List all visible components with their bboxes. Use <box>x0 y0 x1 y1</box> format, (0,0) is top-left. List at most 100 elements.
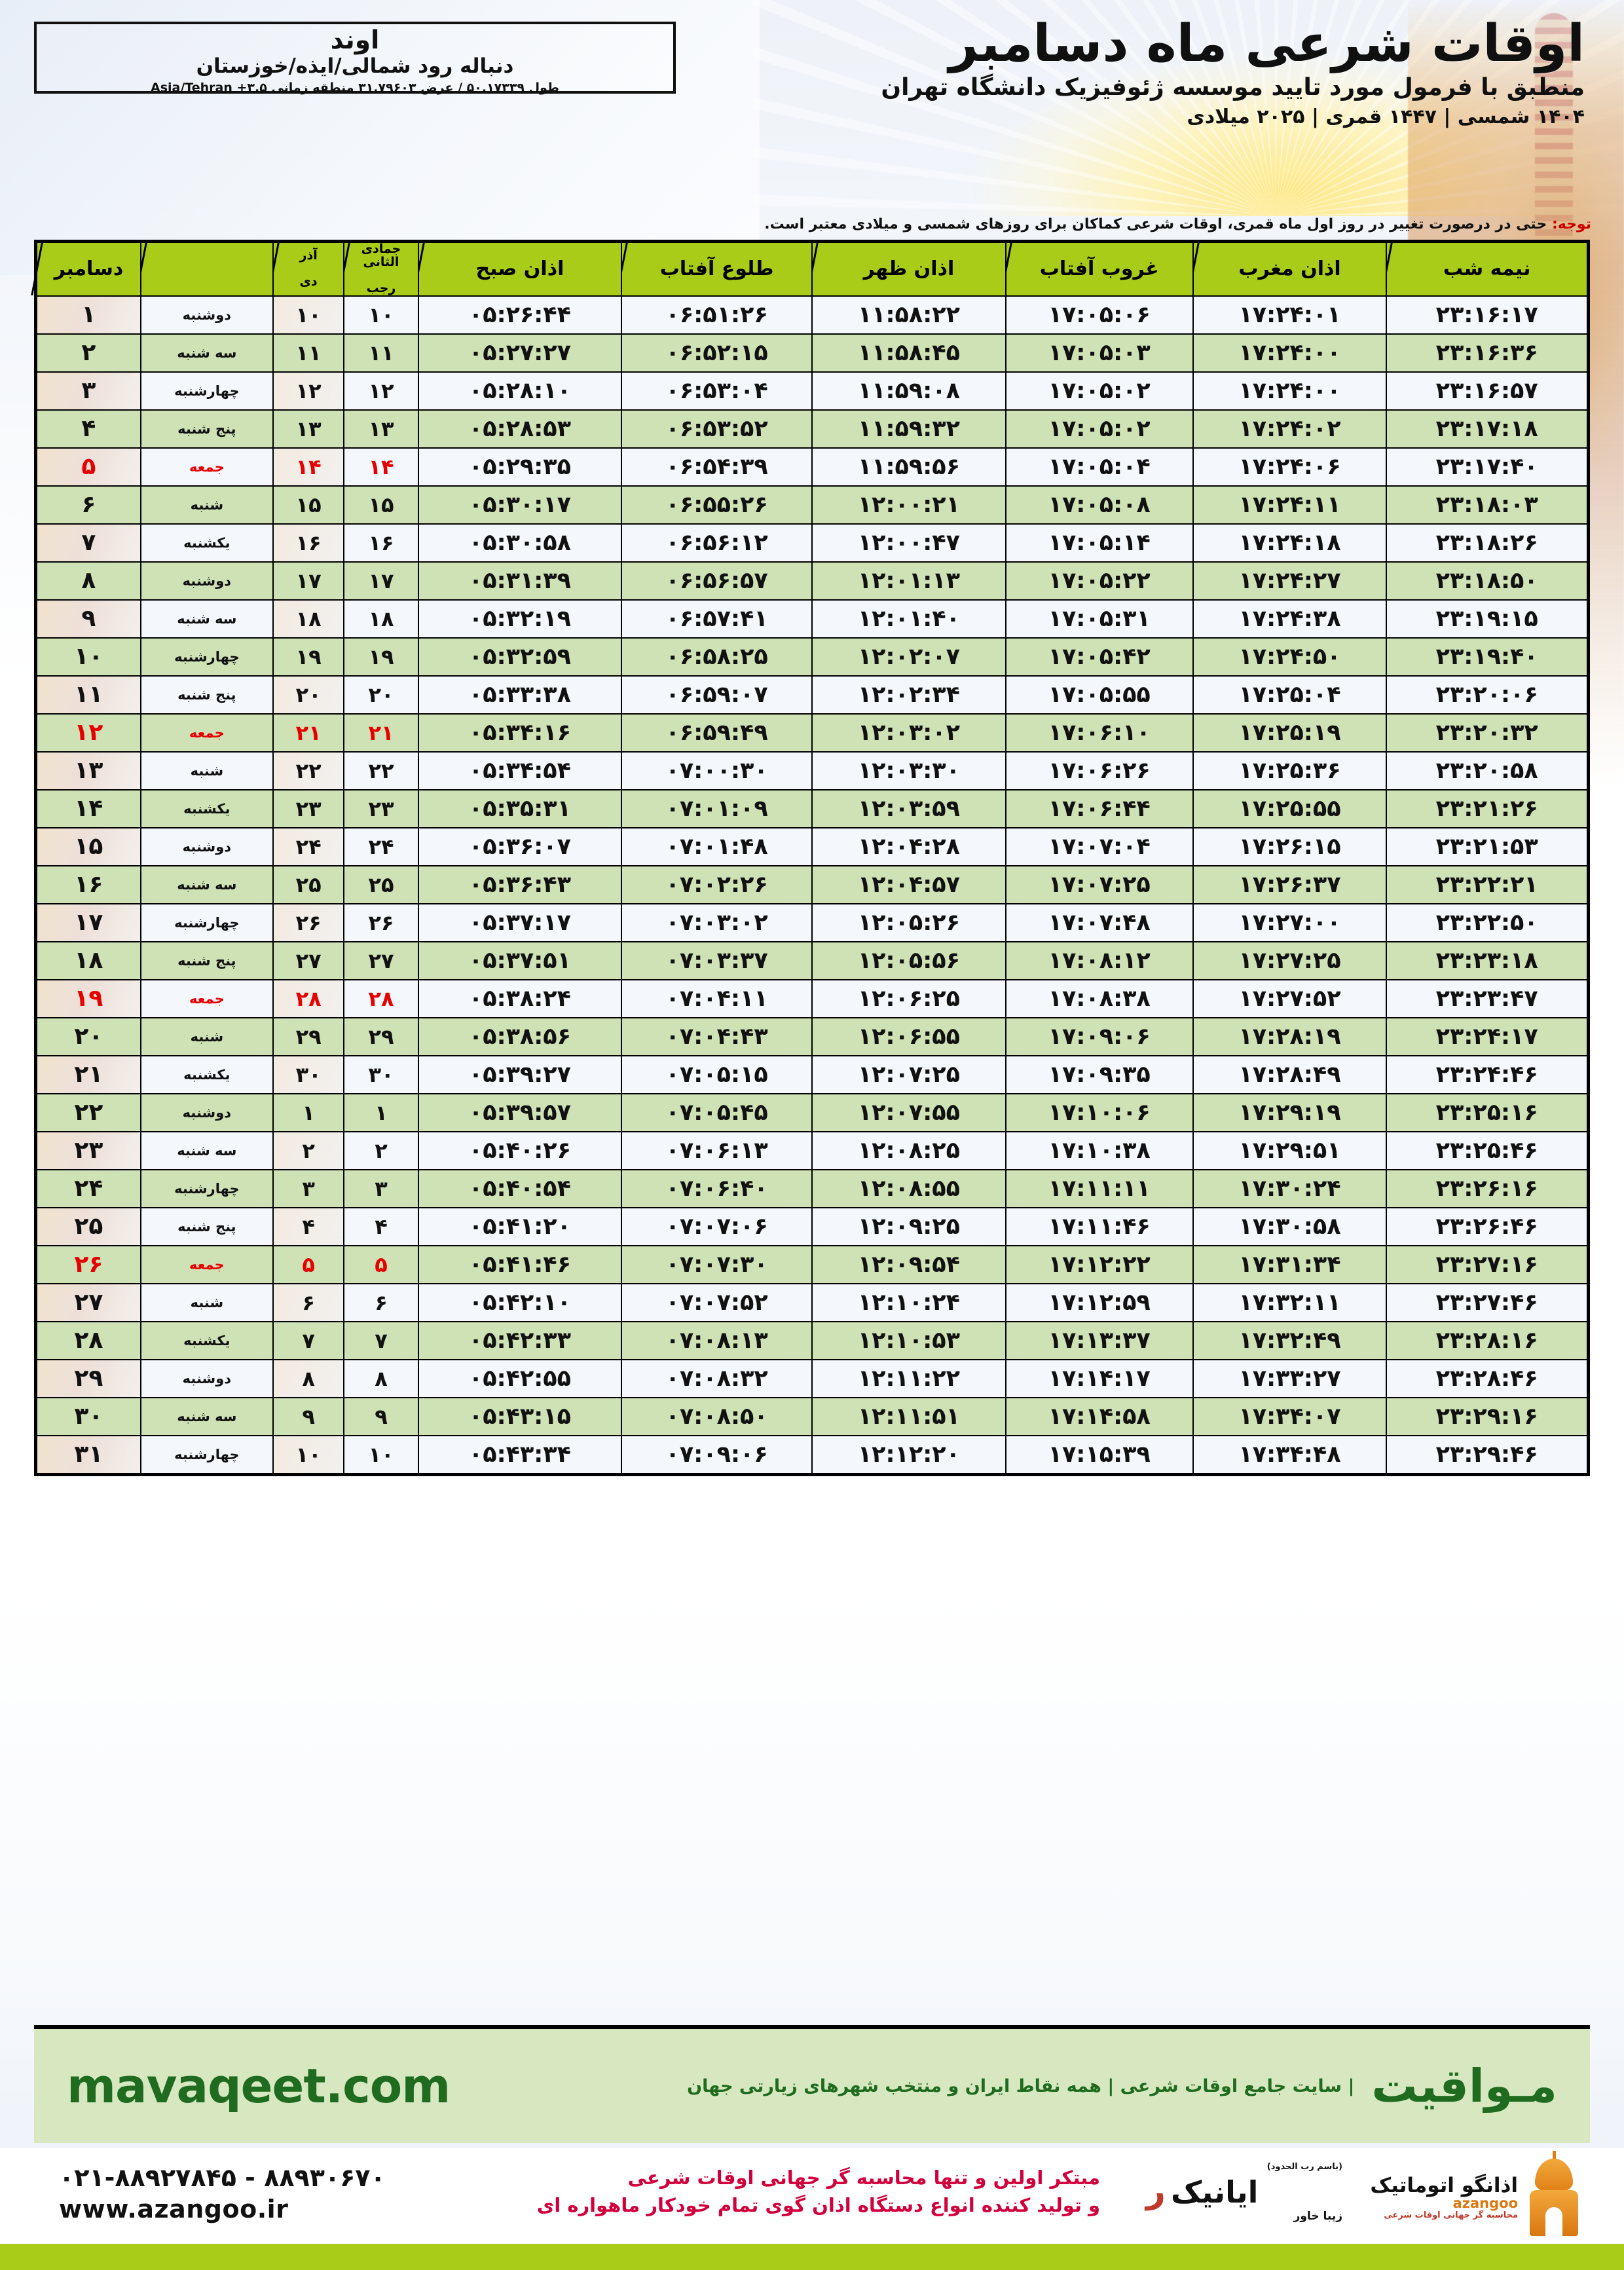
cell-hijri-day: ۲۳ <box>343 789 418 828</box>
cell-sunset: ۱۷:۰۸:۳۸ <box>1005 978 1193 1018</box>
cell-dhuhr: ۱۲:۰۱:۴۰ <box>811 599 1006 638</box>
cell-weekday: یکشنبه <box>139 789 273 828</box>
cell-hijri-day: ۱۹ <box>343 637 418 676</box>
header-title-block: اوقات شرعی ماه دسامبر منطبق با فرمول مور… <box>668 17 1585 129</box>
cell-midnight: ۲۳:۲۱:۲۶ <box>1386 789 1587 828</box>
cell-sunset: ۱۷:۰۷:۲۵ <box>1005 865 1193 904</box>
cell-sunset: ۱۷:۰۶:۱۰ <box>1005 713 1193 752</box>
cell-maghrib: ۱۷:۲۴:۰۱ <box>1192 295 1387 334</box>
cell-weekday: چهارشنبه <box>139 902 273 942</box>
prayer-times-table: نیمه شب اذان مغرب غروب آفتاب اذان ظهر طل… <box>31 242 1587 1474</box>
cell-gregorian-day: ۲۰ <box>37 1016 141 1056</box>
cell-sunset: ۱۷:۰۷:۰۴ <box>1005 827 1193 866</box>
cell-midnight: ۲۳:۲۲:۲۱ <box>1386 865 1587 904</box>
cell-fajr: ۰۵:۲۸:۵۳ <box>417 409 622 448</box>
cell-dhuhr: ۱۲:۰۷:۲۵ <box>811 1054 1006 1094</box>
cell-gregorian-day: ۱۶ <box>37 865 141 904</box>
cell-solar-day: ۹ <box>272 1396 344 1436</box>
cell-solar-day: ۶ <box>272 1282 344 1322</box>
cell-hijri-day: ۱۱ <box>343 333 418 372</box>
cell-maghrib: ۱۷:۲۴:۳۸ <box>1192 599 1387 638</box>
cell-gregorian-day: ۲۹ <box>37 1358 141 1398</box>
cell-fajr: ۰۵:۳۶:۰۷ <box>417 827 622 866</box>
cell-solar-day: ۲۴ <box>272 827 344 866</box>
cell-sunrise: ۰۶:۵۲:۱۵ <box>621 333 813 372</box>
cell-fajr: ۰۵:۳۹:۲۷ <box>417 1054 622 1094</box>
azangoo-subtitle: محاسبه گر جهانی اوقات شرعی <box>1384 2210 1518 2221</box>
cell-weekday: دوشنبه <box>139 1358 273 1398</box>
cell-midnight: ۲۳:۱۶:۵۷ <box>1386 371 1587 410</box>
cell-solar-day: ۱۴ <box>272 447 344 486</box>
cell-fajr: ۰۵:۴۰:۲۶ <box>417 1130 622 1170</box>
cell-sunset: ۱۷:۱۱:۱۱ <box>1005 1168 1193 1208</box>
table-row: ۲۳:۲۳:۴۷ ۱۷:۲۷:۵۲ ۱۷:۰۸:۳۸ ۱۲:۰۶:۲۵ ۰۷:۰۴:۱۱… <box>37 978 1587 1018</box>
cell-dhuhr: ۱۲:۰۹:۵۴ <box>811 1244 1006 1284</box>
cell-fajr: ۰۵:۳۰:۵۸ <box>417 523 622 562</box>
cell-sunset: ۱۷:۰۵:۰۴ <box>1005 447 1193 486</box>
cell-sunset: ۱۷:۰۵:۲۲ <box>1005 561 1193 600</box>
cell-weekday: شنبه <box>139 1282 273 1322</box>
cell-sunrise: ۰۶:۵۵:۲۶ <box>621 485 813 524</box>
column-header-dhuhr: اذان ظهر <box>806 243 1006 296</box>
promo-url[interactable]: mavaqeet.com <box>67 2058 451 2113</box>
cell-solar-day: ۷ <box>272 1320 344 1360</box>
cell-sunrise: ۰۷:۰۲:۲۶ <box>621 865 813 904</box>
cell-gregorian-day: ۲۲ <box>37 1092 141 1132</box>
table-row: ۲۳:۲۰:۵۸ ۱۷:۲۵:۳۶ ۱۷:۰۶:۲۶ ۱۲:۰۳:۳۰ ۰۷:۰۰:۳۰… <box>37 751 1587 790</box>
cell-fajr: ۰۵:۳۵:۳۱ <box>417 789 622 828</box>
calendar-dates: ۱۴۰۴ شمسی | ۱۴۴۷ قمری | ۲۰۲۵ میلادی <box>1187 105 1585 129</box>
column-header-solar: آذر دی <box>267 243 344 296</box>
cell-solar-day: ۲۶ <box>272 902 344 942</box>
cell-hijri-day: ۲۸ <box>343 978 418 1018</box>
cell-sunset: ۱۷:۰۸:۱۲ <box>1005 940 1193 980</box>
cell-dhuhr: ۱۲:۰۲:۰۷ <box>811 637 1006 676</box>
cell-weekday: جمعه <box>139 713 273 752</box>
cell-sunset: ۱۷:۰۵:۰۲ <box>1005 409 1193 448</box>
cell-midnight: ۲۳:۱۸:۵۰ <box>1386 561 1587 600</box>
rayaneek-logo[interactable]: (باسم رب الحدود) ایانیک ر زیبا خاور <box>1146 2162 1342 2235</box>
prayer-times-table-wrapper: نیمه شب اذان مغرب غروب آفتاب اذان ظهر طل… <box>31 240 1590 1476</box>
cell-solar-day: ۲۰ <box>272 675 344 714</box>
cell-sunset: ۱۷:۰۵:۰۶ <box>1005 295 1193 334</box>
table-row: ۲۳:۲۷:۱۶ ۱۷:۳۱:۳۴ ۱۷:۱۲:۲۲ ۱۲:۰۹:۵۴ ۰۷:۰۷:۳۰… <box>37 1244 1587 1284</box>
cell-maghrib: ۱۷:۳۰:۵۸ <box>1192 1206 1387 1246</box>
azangoo-logo[interactable]: اذانگو اتوماتیک azangoo محاسبه گر جهانی … <box>1362 2151 1585 2239</box>
cell-midnight: ۲۳:۲۷:۱۶ <box>1386 1244 1587 1284</box>
table-body: ۲۳:۱۶:۱۷ ۱۷:۲۴:۰۱ ۱۷:۰۵:۰۶ ۱۱:۵۸:۲۲ ۰۶:۵۱:۲۶… <box>37 295 1587 1474</box>
cell-hijri-day: ۱ <box>343 1092 418 1132</box>
cell-fajr: ۰۵:۲۷:۲۷ <box>417 333 622 372</box>
cell-hijri-day: ۳ <box>343 1168 418 1208</box>
cell-dhuhr: ۱۲:۰۸:۵۵ <box>811 1168 1006 1208</box>
footer-website[interactable]: www.azangoo.ir <box>59 2194 289 2223</box>
cell-sunset: ۱۷:۰۹:۰۶ <box>1005 1016 1193 1056</box>
cell-hijri-day: ۱۰ <box>343 1434 418 1473</box>
cell-maghrib: ۱۷:۲۵:۰۴ <box>1192 675 1387 714</box>
cell-sunrise: ۰۷:۰۵:۱۵ <box>621 1054 813 1094</box>
table-row: ۲۳:۲۱:۵۳ ۱۷:۲۶:۱۵ ۱۷:۰۷:۰۴ ۱۲:۰۴:۲۸ ۰۷:۰۱:۴۸… <box>37 827 1587 866</box>
location-coordinates: طول ۵۰.۱۷۳۳۹ / عرض ۳۱.۷۹۶۰۳ منطقه زمانی … <box>151 80 559 95</box>
cell-fajr: ۰۵:۳۴:۱۶ <box>417 713 622 752</box>
cell-midnight: ۲۳:۲۱:۵۳ <box>1386 827 1587 866</box>
cell-hijri-day: ۱۷ <box>343 561 418 600</box>
cell-solar-day: ۳ <box>272 1168 344 1208</box>
cell-dhuhr: ۱۲:۰۴:۲۸ <box>811 827 1006 866</box>
cell-fajr: ۰۵:۴۳:۳۴ <box>417 1434 622 1473</box>
cell-midnight: ۲۳:۲۵:۱۶ <box>1386 1092 1587 1132</box>
footer-contact: ۰۲۱-۸۸۹۲۷۸۴۵ - ۸۸۹۳۰۶۷۰ www.azangoo.ir <box>59 2163 478 2225</box>
cell-sunrise: ۰۶:۵۶:۵۷ <box>621 561 813 600</box>
cell-gregorian-day: ۲۵ <box>37 1206 141 1246</box>
cell-midnight: ۲۳:۱۷:۱۸ <box>1386 409 1587 448</box>
table-row: ۲۳:۱۸:۰۳ ۱۷:۲۴:۱۱ ۱۷:۰۵:۰۸ ۱۲:۰۰:۲۱ ۰۶:۵۵:۲۶… <box>37 485 1587 524</box>
table-row: ۲۳:۱۷:۴۰ ۱۷:۲۴:۰۶ ۱۷:۰۵:۰۴ ۱۱:۵۹:۵۶ ۰۶:۵۴:۳۹… <box>37 447 1587 486</box>
footer-slogan-line1: مبتکر اولین و تنها محاسبه گر جهانی اوقات… <box>627 2167 1100 2189</box>
cell-solar-day: ۲۲ <box>272 751 344 790</box>
cell-maghrib: ۱۷:۲۸:۴۹ <box>1192 1054 1387 1094</box>
cell-fajr: ۰۵:۴۲:۵۵ <box>417 1358 622 1398</box>
cell-midnight: ۲۳:۲۴:۴۶ <box>1386 1054 1587 1094</box>
cell-gregorian-day: ۶ <box>37 485 141 524</box>
cell-sunrise: ۰۶:۵۹:۴۹ <box>621 713 813 752</box>
cell-dhuhr: ۱۱:۵۸:۴۵ <box>811 333 1006 372</box>
cell-dhuhr: ۱۲:۰۸:۲۵ <box>811 1130 1006 1170</box>
cell-sunrise: ۰۷:۰۱:۴۸ <box>621 827 813 866</box>
cell-solar-day: ۵ <box>272 1244 344 1284</box>
